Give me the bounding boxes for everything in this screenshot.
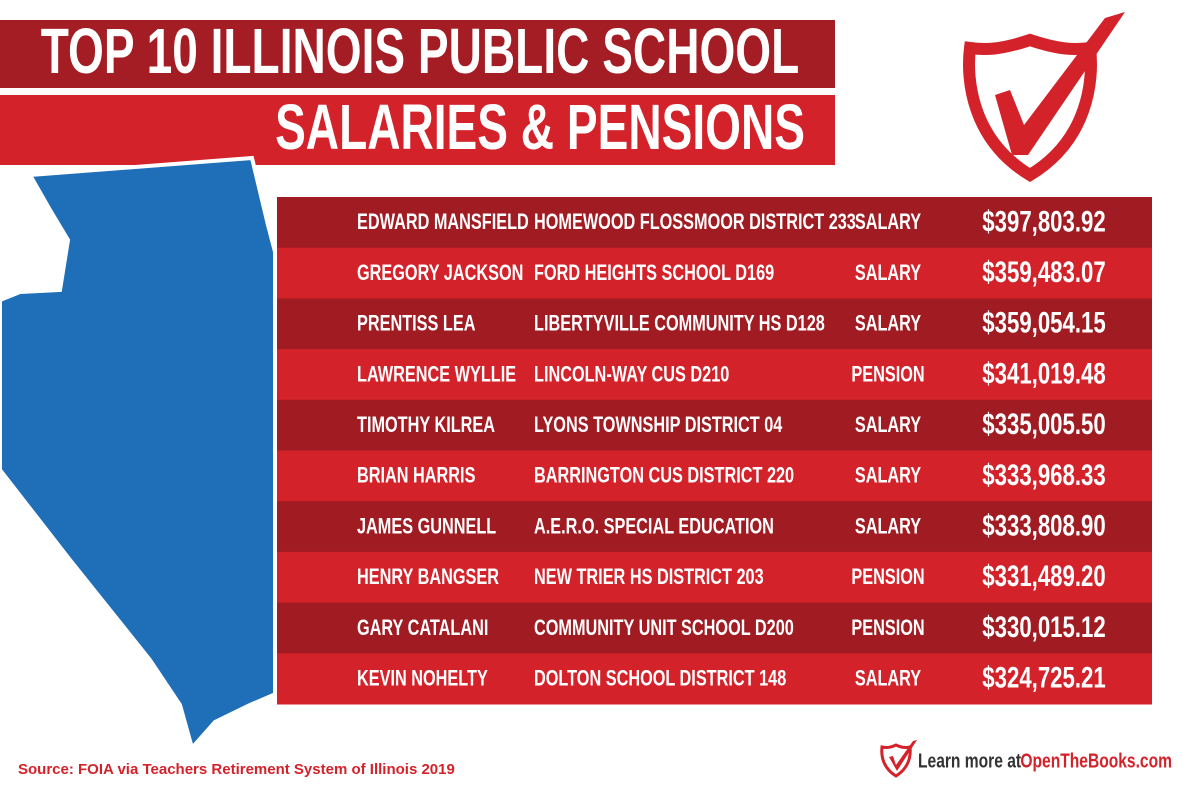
amount: $359,483.07 [982, 255, 1105, 289]
person-name: LAWRENCE WYLLIE [357, 362, 516, 387]
amount: $331,489.20 [982, 559, 1105, 593]
table-row [277, 349, 1152, 401]
person-name: HENRY BANGSER [357, 565, 499, 590]
footer-logo [880, 740, 917, 778]
person-name: JAMES GUNNELL [357, 514, 496, 539]
person-name: EDWARD MANSFIELD [357, 210, 529, 235]
source: Source: FOIA via Teachers Retirement Sys… [18, 761, 455, 778]
title-line-1: TOP 10 ILLINOIS PUBLIC SCHOOL [41, 16, 800, 87]
pay-type: SALARY [855, 210, 921, 235]
pay-type: PENSION [851, 565, 924, 590]
amount: $324,725.21 [982, 660, 1105, 694]
logo [963, 12, 1125, 183]
district: LYONS TOWNSHIP DISTRICT 04 [534, 413, 783, 438]
district: COMMUNITY UNIT SCHOOL D200 [534, 615, 794, 640]
pay-type: SALARY [855, 413, 921, 438]
person-name: TIMOTHY KILREA [357, 413, 495, 438]
site-link[interactable]: OpenTheBooks.com [1020, 749, 1172, 771]
table: EDWARD MANSFIELD HOMEWOOD FLOSSMOOR DISTR… [277, 197, 1152, 705]
amount: $359,054.15 [982, 305, 1105, 339]
table-row [277, 501, 1152, 553]
amount: $341,019.48 [982, 356, 1105, 390]
person-name: KEVIN NOHELTY [357, 666, 488, 691]
amount: $330,015.12 [982, 610, 1105, 644]
title-line-2: SALARIES & PENSIONS [275, 92, 805, 163]
learn-more: Learn more at [918, 749, 1021, 771]
table-row [277, 602, 1152, 654]
table-row [277, 197, 1152, 249]
pay-type: PENSION [851, 362, 924, 387]
amount: $333,808.90 [982, 508, 1105, 542]
amount: $397,803.92 [982, 204, 1105, 238]
pay-type: SALARY [855, 261, 921, 286]
district: A.E.R.O. SPECIAL EDUCATION [534, 514, 774, 539]
district: FORD HEIGHTS SCHOOL D169 [534, 261, 774, 286]
table-row [277, 399, 1152, 451]
table-row [277, 247, 1152, 299]
pay-type: SALARY [855, 463, 921, 488]
person-name: PRENTISS LEA [357, 311, 475, 336]
table-row [277, 298, 1152, 350]
amount: $335,005.50 [982, 407, 1105, 441]
person-name: GARY CATALANI [357, 615, 488, 640]
district: DOLTON SCHOOL DISTRICT 148 [534, 666, 786, 691]
pay-type: SALARY [855, 311, 921, 336]
district: BARRINGTON CUS DISTRICT 220 [534, 463, 794, 488]
title-bar-1 [0, 20, 835, 88]
district: LINCOLN-WAY CUS D210 [534, 362, 729, 387]
pay-type: PENSION [851, 615, 924, 640]
table-row [277, 653, 1152, 705]
pay-type: SALARY [855, 666, 921, 691]
district: HOMEWOOD FLOSSMOOR DISTRICT 233 [534, 210, 856, 235]
title-bar-2 [0, 95, 835, 165]
district: LIBERTYVILLE COMMUNITY HS D128 [534, 311, 825, 336]
amount: $333,968.33 [982, 457, 1105, 491]
person-name: BRIAN HARRIS [357, 463, 476, 488]
pay-type: SALARY [855, 514, 921, 539]
person-name: GREGORY JACKSON [357, 261, 523, 286]
district: NEW TRIER HS DISTRICT 203 [534, 565, 764, 590]
table-row [277, 450, 1152, 502]
table-row [277, 551, 1152, 604]
